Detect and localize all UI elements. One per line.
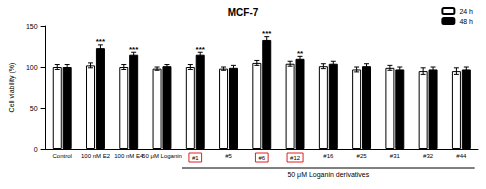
svg-text:Control: Control bbox=[53, 153, 72, 159]
svg-text:#44: #44 bbox=[456, 153, 467, 159]
svg-text:MCF-7: MCF-7 bbox=[228, 7, 259, 18]
svg-text:***: *** bbox=[96, 37, 106, 46]
svg-text:#16: #16 bbox=[323, 153, 334, 159]
svg-text:24 h: 24 h bbox=[459, 8, 473, 15]
svg-text:0: 0 bbox=[34, 146, 38, 153]
svg-text:50: 50 bbox=[30, 105, 38, 112]
svg-text:100 nM E2: 100 nM E2 bbox=[81, 153, 111, 159]
svg-text:***: *** bbox=[262, 29, 272, 38]
svg-text:#5: #5 bbox=[225, 153, 232, 159]
svg-text:#31: #31 bbox=[390, 153, 401, 159]
svg-text:***: *** bbox=[196, 45, 206, 54]
svg-text:48 h: 48 h bbox=[459, 18, 473, 25]
svg-text:#1: #1 bbox=[192, 155, 199, 161]
svg-text:50 μM Loganin derivatives: 50 μM Loganin derivatives bbox=[287, 171, 369, 179]
svg-text:100 nM E4: 100 nM E4 bbox=[114, 153, 144, 159]
svg-text:***: *** bbox=[129, 45, 139, 54]
svg-text:**: ** bbox=[297, 49, 304, 58]
svg-text:50 μM Loganin: 50 μM Loganin bbox=[142, 153, 182, 159]
svg-text:#25: #25 bbox=[357, 153, 368, 159]
svg-text:#12: #12 bbox=[290, 155, 301, 161]
svg-text:Cell viability (%): Cell viability (%) bbox=[8, 63, 16, 113]
svg-text:150: 150 bbox=[26, 23, 38, 30]
svg-text:#6: #6 bbox=[258, 155, 265, 161]
svg-text:100: 100 bbox=[26, 64, 38, 71]
svg-text:#32: #32 bbox=[423, 153, 434, 159]
